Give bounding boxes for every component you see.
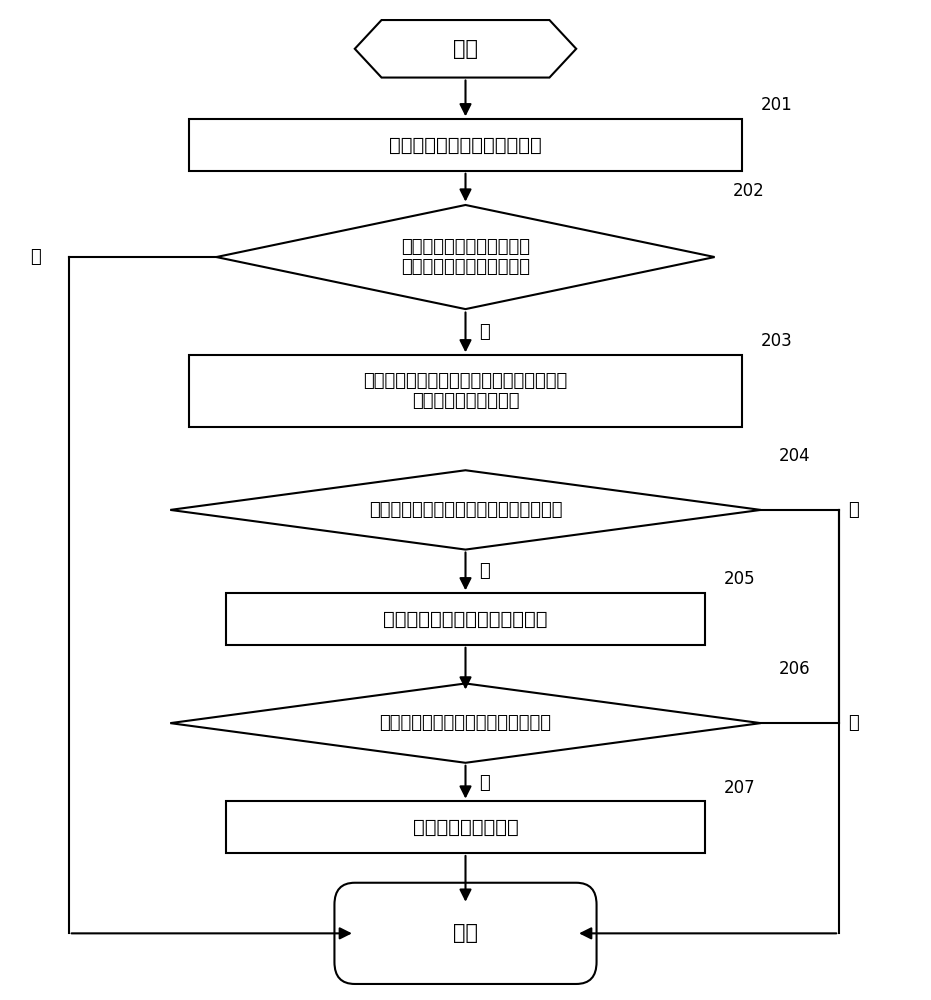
Text: 判断所述目标车辆是否存在制动信号: 判断所述目标车辆是否存在制动信号 [380,714,551,732]
Text: 否: 否 [31,248,41,266]
Text: 识别本车行驶的目标车道，并将所述目标车
道设定为第一目标区域: 识别本车行驶的目标车道，并将所述目标车 道设定为第一目标区域 [363,372,568,410]
Text: 是: 是 [479,774,490,792]
Text: 201: 201 [761,96,792,114]
Text: 确定本车前方存在所述目标车辆: 确定本车前方存在所述目标车辆 [384,609,547,629]
Text: 输出相应的预警提示: 输出相应的预警提示 [412,818,519,837]
Text: 207: 207 [723,779,755,797]
Text: 202: 202 [733,182,765,200]
Text: 是: 是 [479,323,490,341]
Text: 206: 206 [779,660,811,678]
Text: 否: 否 [848,714,859,732]
Text: 结束: 结束 [453,923,478,943]
Text: 203: 203 [761,332,792,350]
Text: 开始: 开始 [453,39,478,59]
Text: 判断在所述第一目标区域内是否存在车辆: 判断在所述第一目标区域内是否存在车辆 [369,501,562,519]
Text: 识别所述图像画面，判断所
述图像画面是否包含车道线: 识别所述图像画面，判断所 述图像画面是否包含车道线 [401,238,530,276]
Text: 205: 205 [723,570,755,588]
Text: 否: 否 [848,501,859,519]
Text: 204: 204 [779,447,811,465]
Text: 是: 是 [479,562,490,580]
Text: 实时采集本车前方的图像画面: 实时采集本车前方的图像画面 [389,135,542,154]
